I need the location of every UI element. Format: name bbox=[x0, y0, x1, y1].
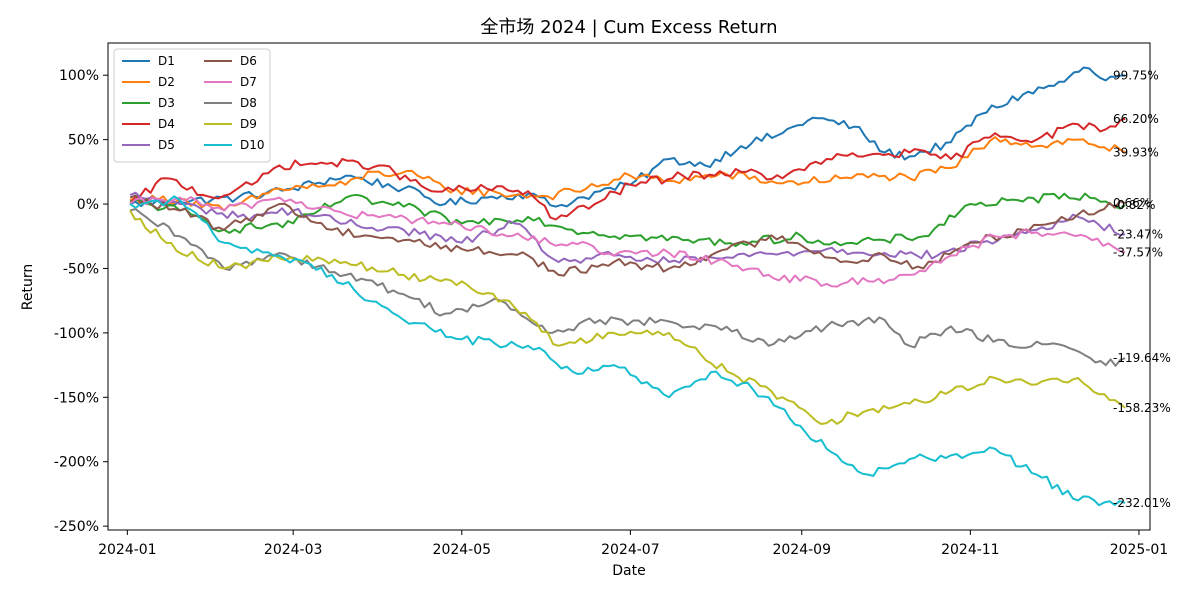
legend-item-d9: D9 bbox=[204, 117, 257, 131]
y-tick-label-7: -250% bbox=[54, 519, 99, 535]
end-label-d3: -0.82% bbox=[1113, 198, 1155, 212]
legend-label-d8: D8 bbox=[240, 96, 257, 110]
y-tick-label-6: -200% bbox=[54, 455, 99, 471]
legend-label-d3: D3 bbox=[158, 96, 175, 110]
plot-area bbox=[107, 42, 1151, 531]
end-labels: 99.75% 39.93% -0.82% 66.20% -23.47% 0.66% -37.… bbox=[1113, 69, 1171, 510]
legend-item-d10: D10 bbox=[204, 138, 265, 152]
legend-label-d6: D6 bbox=[240, 54, 257, 68]
x-tick-label-1: 2024-03 bbox=[264, 542, 323, 558]
x-axis-label: Date bbox=[612, 563, 645, 579]
legend-label-d10: D10 bbox=[240, 138, 265, 152]
legend-item-d6: D6 bbox=[204, 54, 257, 68]
x-axis: 2024-01 2024-03 2024-05 2024-07 2024-09 2024-… bbox=[98, 530, 1168, 558]
series-line-d7 bbox=[129, 196, 1126, 288]
legend-label-d9: D9 bbox=[240, 117, 257, 131]
legend-label-d5: D5 bbox=[158, 138, 175, 152]
legend: D1 D2 D3 D4 D5 D6 D7 D8 D9 D10 bbox=[113, 48, 271, 163]
end-label-d9: -158.23% bbox=[1113, 401, 1171, 415]
legend-item-d2: D2 bbox=[122, 75, 175, 89]
y-tick-label-4: -100% bbox=[54, 326, 99, 342]
series-line-d5 bbox=[129, 191, 1126, 265]
series-line-d8 bbox=[129, 208, 1126, 367]
end-label-d1: 99.75% bbox=[1113, 69, 1159, 83]
end-label-d6: 0.66% bbox=[1113, 196, 1151, 210]
x-tick-label-2: 2024-05 bbox=[433, 542, 492, 558]
x-tick-label-4: 2024-09 bbox=[772, 542, 831, 558]
end-label-d2: 39.93% bbox=[1113, 146, 1159, 160]
legend-item-d7: D7 bbox=[204, 75, 257, 89]
legend-item-d5: D5 bbox=[122, 138, 175, 152]
legend-box bbox=[113, 48, 271, 163]
x-tick-label-3: 2024-07 bbox=[601, 542, 660, 558]
y-tick-label-5: -150% bbox=[54, 390, 99, 406]
legend-label-d1: D1 bbox=[158, 54, 175, 68]
legend-item-d4: D4 bbox=[122, 117, 175, 131]
legend-label-d7: D7 bbox=[240, 75, 257, 89]
series-line-d2 bbox=[129, 136, 1126, 212]
y-tick-label-3: -50% bbox=[63, 261, 99, 277]
series-line-d10 bbox=[129, 195, 1126, 507]
y-tick-label-2: 0% bbox=[77, 197, 99, 213]
end-label-d7: -37.57% bbox=[1113, 245, 1163, 259]
y-axis: 100% 50% 0% -50% -100% -150% -200% -250% bbox=[54, 68, 108, 535]
chart-title: 全市场 2024 | Cum Excess Return bbox=[480, 17, 777, 38]
end-label-d8: -119.64% bbox=[1113, 351, 1171, 365]
legend-item-d3: D3 bbox=[122, 96, 175, 110]
end-label-d5: -23.47% bbox=[1113, 227, 1163, 241]
y-axis-label: Return bbox=[20, 264, 36, 310]
x-tick-label-5: 2024-11 bbox=[941, 542, 1000, 558]
legend-item-d8: D8 bbox=[204, 96, 257, 110]
x-tick-label-6: 2025-01 bbox=[1110, 542, 1169, 558]
series-line-d1 bbox=[129, 66, 1126, 208]
series-line-d4 bbox=[129, 117, 1126, 221]
y-tick-label-1: 50% bbox=[68, 133, 99, 149]
end-label-d10: -232.01% bbox=[1113, 496, 1171, 510]
y-tick-label-0: 100% bbox=[59, 68, 99, 84]
legend-label-d4: D4 bbox=[158, 117, 175, 131]
legend-item-d1: D1 bbox=[122, 54, 175, 68]
end-label-d4: 66.20% bbox=[1113, 112, 1159, 126]
legend-label-d2: D2 bbox=[158, 75, 175, 89]
series-lines bbox=[129, 66, 1126, 507]
x-tick-label-0: 2024-01 bbox=[98, 542, 157, 558]
